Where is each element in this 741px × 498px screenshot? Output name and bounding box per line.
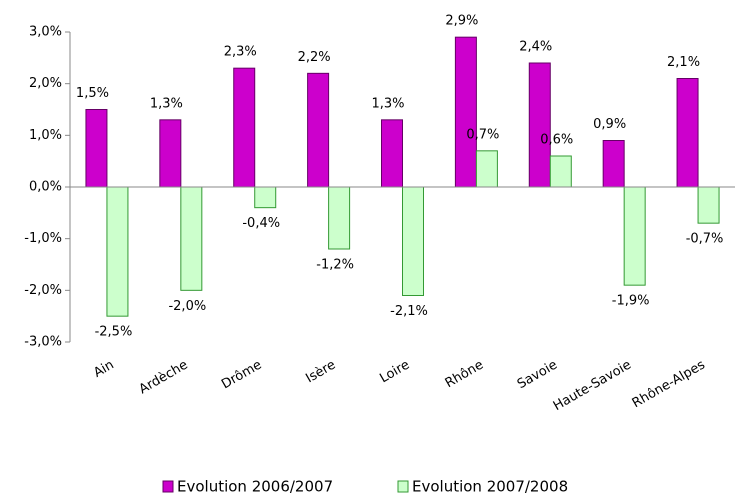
bar: [328, 186, 351, 250]
value-label: -2,1%: [390, 304, 428, 319]
y-tick-label: 1,0%: [29, 128, 62, 143]
value-label: 2,2%: [298, 50, 331, 65]
bar: [454, 36, 477, 188]
legend-label: Evolution 2006/2007: [177, 478, 333, 496]
y-tick-label: 2,0%: [29, 76, 62, 91]
x-tick-label: Rhône-Alpes: [630, 357, 708, 411]
x-tick-label: Rhône: [443, 358, 486, 392]
x-tick-label: Ardèche: [137, 358, 191, 398]
value-label: -1,2%: [316, 258, 354, 273]
bar: [106, 186, 129, 317]
bar: [549, 155, 572, 188]
value-label: 2,4%: [519, 40, 552, 55]
value-label: 2,9%: [445, 14, 478, 29]
x-tick-label: Ain: [91, 358, 116, 381]
value-label: 1,5%: [76, 86, 109, 101]
value-label: 2,1%: [667, 55, 700, 70]
y-tick-label: 0,0%: [29, 180, 62, 195]
value-label: -0,7%: [686, 232, 724, 247]
y-tick-label: -2,0%: [24, 283, 62, 298]
x-tick-label: Loire: [377, 358, 412, 387]
y-tick-label: 3,0%: [29, 25, 62, 40]
legend-swatch: [162, 480, 174, 493]
value-label: 0,7%: [466, 127, 499, 142]
legend-swatch: [397, 480, 409, 493]
bar: [602, 140, 625, 188]
bar: [85, 109, 108, 188]
value-label: -2,0%: [168, 299, 206, 314]
bar: [528, 62, 551, 188]
y-tick-label: -3,0%: [24, 335, 62, 350]
value-label: 2,3%: [224, 45, 257, 60]
value-label: 1,3%: [150, 96, 183, 111]
bar: [233, 67, 256, 188]
value-label: 0,6%: [540, 133, 573, 148]
bar: [381, 119, 403, 188]
x-tick-label: Drôme: [219, 358, 264, 393]
bar: [159, 119, 182, 188]
x-tick-label: Savoie: [515, 358, 560, 393]
value-label: -2,5%: [95, 325, 133, 340]
legend-label: Evolution 2007/2008: [412, 478, 568, 496]
value-label: -0,4%: [242, 216, 280, 231]
y-tick-label: -1,0%: [24, 231, 62, 246]
bar: [475, 150, 498, 188]
value-label: 1,3%: [371, 96, 404, 111]
bar: [307, 72, 330, 188]
value-label: -1,9%: [612, 294, 650, 309]
bar: [254, 186, 277, 209]
x-tick-label: Haute-Savoie: [551, 358, 634, 415]
x-tick-label: Isère: [303, 358, 338, 387]
bar: [402, 186, 424, 296]
bar: [697, 186, 720, 224]
value-label: 0,9%: [593, 117, 626, 132]
bar: [623, 186, 646, 286]
bar: [676, 78, 699, 188]
bar: [180, 186, 203, 291]
